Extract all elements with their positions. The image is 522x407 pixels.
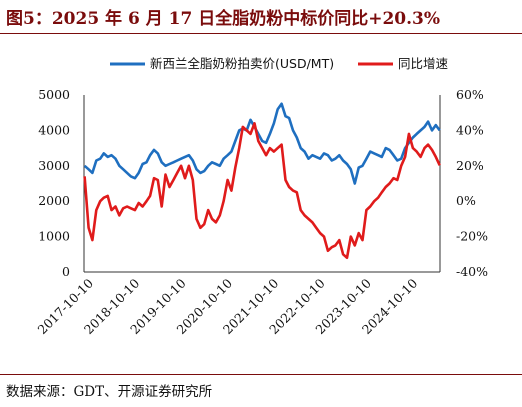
left-tick-label: 2000 <box>38 193 70 208</box>
right-tick-label: 40% <box>456 122 484 137</box>
data-source-note: 数据来源：GDT、开源证券研究所 <box>6 384 213 400</box>
right-tick-label: -40% <box>456 264 488 279</box>
series-line-price <box>83 102 441 185</box>
title-divider <box>0 33 522 34</box>
legend-label-yoy: 同比增速 <box>398 56 449 71</box>
left-tick-label: 4000 <box>38 122 70 137</box>
left-tick-label: 0 <box>62 264 70 279</box>
source-divider <box>0 374 522 375</box>
right-tick-label: 20% <box>456 158 484 173</box>
chart-title: 图5：2025 年 6 月 17 日全脂奶粉中标价同比+20.3% <box>6 9 441 29</box>
right-tick-label: 60% <box>456 87 484 102</box>
legend: 新西兰全脂奶粉拍卖价(USD/MT) 同比增速 <box>110 56 449 71</box>
left-tick-label: 5000 <box>38 87 70 102</box>
left-tick-label: 3000 <box>38 158 70 173</box>
legend-label-price: 新西兰全脂奶粉拍卖价(USD/MT) <box>150 56 334 71</box>
axes-group: 0 1000 2000 3000 4000 5000 -40% -20% 0% 20% 40% 60%… <box>35 87 489 337</box>
right-tick-label: -20% <box>456 229 488 244</box>
series-line-yoy <box>83 122 441 260</box>
right-tick-label: 0% <box>456 193 476 208</box>
series-group <box>83 102 441 260</box>
left-tick-label: 1000 <box>38 229 70 244</box>
